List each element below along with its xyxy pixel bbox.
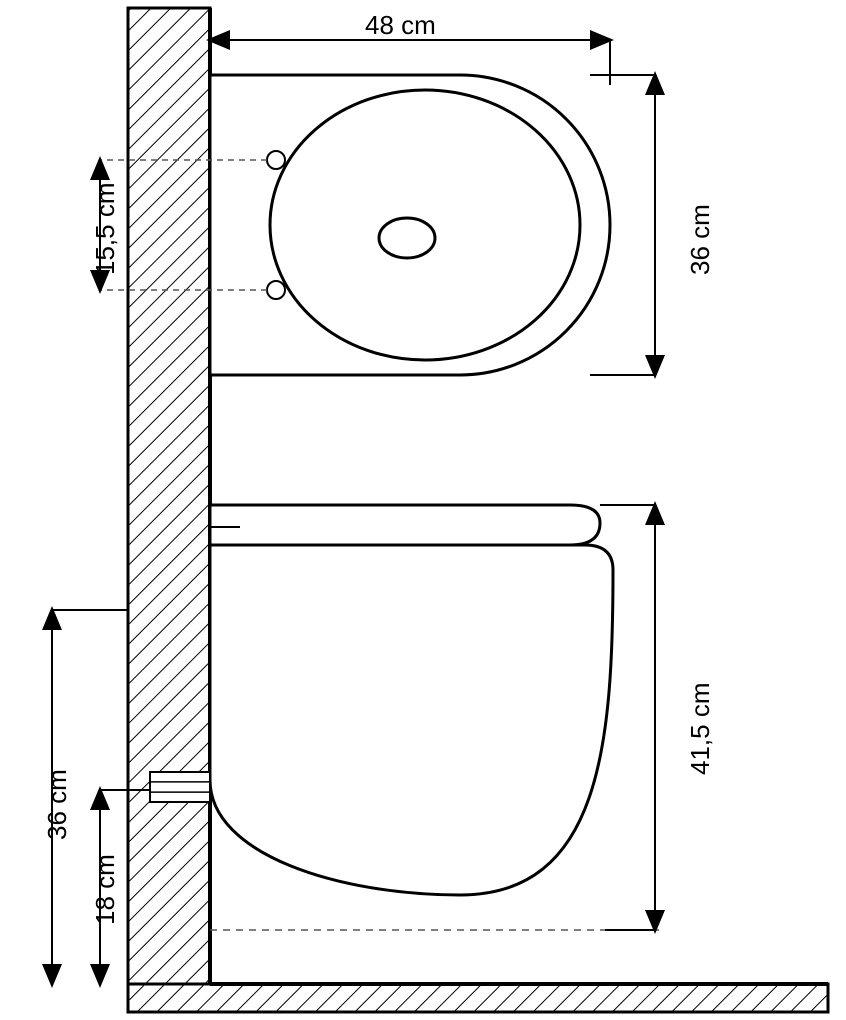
side-view	[150, 505, 660, 930]
wall-horizontal	[128, 984, 828, 1012]
label-15-5cm: 15,5 cm	[90, 183, 121, 276]
drawing-svg	[0, 0, 846, 1020]
label-36cm-left: 36 cm	[42, 769, 73, 840]
toilet-seat-side	[210, 505, 600, 545]
hinge-top	[267, 151, 285, 169]
label-18cm: 18 cm	[90, 854, 121, 925]
toilet-bowl-side	[210, 545, 613, 895]
wall-vertical	[128, 8, 210, 984]
label-48cm: 48 cm	[365, 10, 436, 41]
label-41-5cm: 41,5 cm	[685, 683, 716, 776]
technical-drawing: 48 cm 36 cm 15,5 cm 41,5 cm 36 cm 18 cm	[0, 0, 846, 1020]
hinge-bottom	[267, 281, 285, 299]
drain-pipe	[150, 772, 210, 802]
label-36cm-right: 36 cm	[685, 204, 716, 275]
